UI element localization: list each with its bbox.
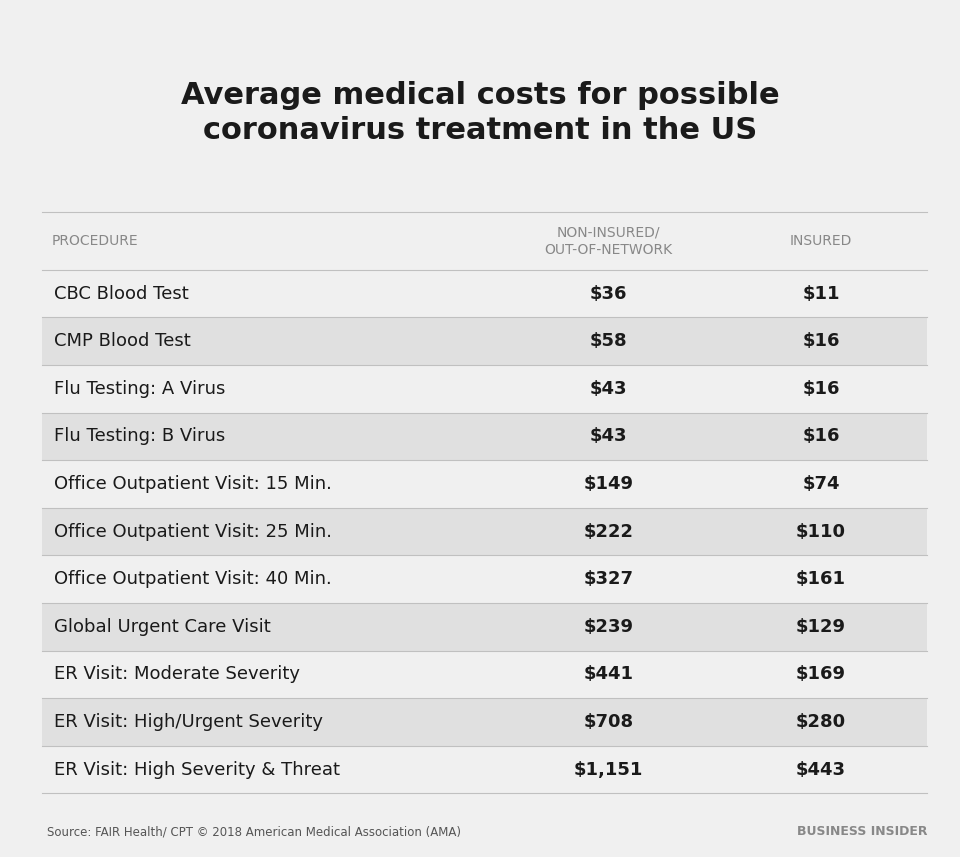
Text: $222: $222 [584, 523, 634, 541]
Text: Office Outpatient Visit: 40 Min.: Office Outpatient Visit: 40 Min. [54, 570, 331, 588]
Text: $43: $43 [589, 380, 628, 398]
Text: $16: $16 [803, 380, 840, 398]
Text: Average medical costs for possible
coronavirus treatment in the US: Average medical costs for possible coron… [180, 81, 780, 146]
Text: $149: $149 [584, 475, 634, 493]
Text: $443: $443 [796, 761, 846, 779]
Bar [42, 212, 927, 270]
Text: $161: $161 [796, 570, 846, 588]
Bar [42, 412, 927, 460]
Text: $327: $327 [584, 570, 634, 588]
Text: $43: $43 [589, 428, 628, 446]
Text: $708: $708 [584, 713, 634, 731]
Text: $16: $16 [803, 428, 840, 446]
Text: CBC Blood Test: CBC Blood Test [54, 285, 188, 303]
Text: BUSINESS INSIDER: BUSINESS INSIDER [797, 825, 927, 838]
Text: CMP Blood Test: CMP Blood Test [54, 333, 190, 351]
Text: ER Visit: High Severity & Threat: ER Visit: High Severity & Threat [54, 761, 340, 779]
Bar [42, 270, 927, 317]
Text: Flu Testing: A Virus: Flu Testing: A Virus [54, 380, 225, 398]
Text: ER Visit: High/Urgent Severity: ER Visit: High/Urgent Severity [54, 713, 323, 731]
Bar [42, 508, 927, 555]
Bar [42, 555, 927, 603]
Text: Office Outpatient Visit: 15 Min.: Office Outpatient Visit: 15 Min. [54, 475, 331, 493]
Text: $1,151: $1,151 [574, 761, 643, 779]
Bar [42, 746, 927, 794]
Text: $74: $74 [803, 475, 840, 493]
Bar [42, 698, 927, 746]
Text: ER Visit: Moderate Severity: ER Visit: Moderate Severity [54, 665, 300, 683]
Text: $16: $16 [803, 333, 840, 351]
Text: $36: $36 [589, 285, 628, 303]
Bar [42, 365, 927, 412]
Text: $58: $58 [589, 333, 628, 351]
Text: Global Urgent Care Visit: Global Urgent Care Visit [54, 618, 271, 636]
Text: NON-INSURED/
OUT-OF-NETWORK: NON-INSURED/ OUT-OF-NETWORK [544, 225, 673, 256]
Text: $129: $129 [796, 618, 846, 636]
Text: $11: $11 [803, 285, 840, 303]
Text: $239: $239 [584, 618, 634, 636]
Text: $110: $110 [796, 523, 846, 541]
Text: INSURED: INSURED [790, 234, 852, 248]
Bar [42, 650, 927, 698]
Text: $169: $169 [796, 665, 846, 683]
Bar [42, 317, 927, 365]
Text: Office Outpatient Visit: 25 Min.: Office Outpatient Visit: 25 Min. [54, 523, 331, 541]
Bar [42, 603, 927, 650]
Text: $280: $280 [796, 713, 846, 731]
Text: PROCEDURE: PROCEDURE [52, 234, 138, 248]
Text: Source: FAIR Health/ CPT © 2018 American Medical Association (AMA): Source: FAIR Health/ CPT © 2018 American… [47, 825, 461, 838]
Text: $441: $441 [584, 665, 634, 683]
Text: Flu Testing: B Virus: Flu Testing: B Virus [54, 428, 225, 446]
Bar [42, 460, 927, 508]
